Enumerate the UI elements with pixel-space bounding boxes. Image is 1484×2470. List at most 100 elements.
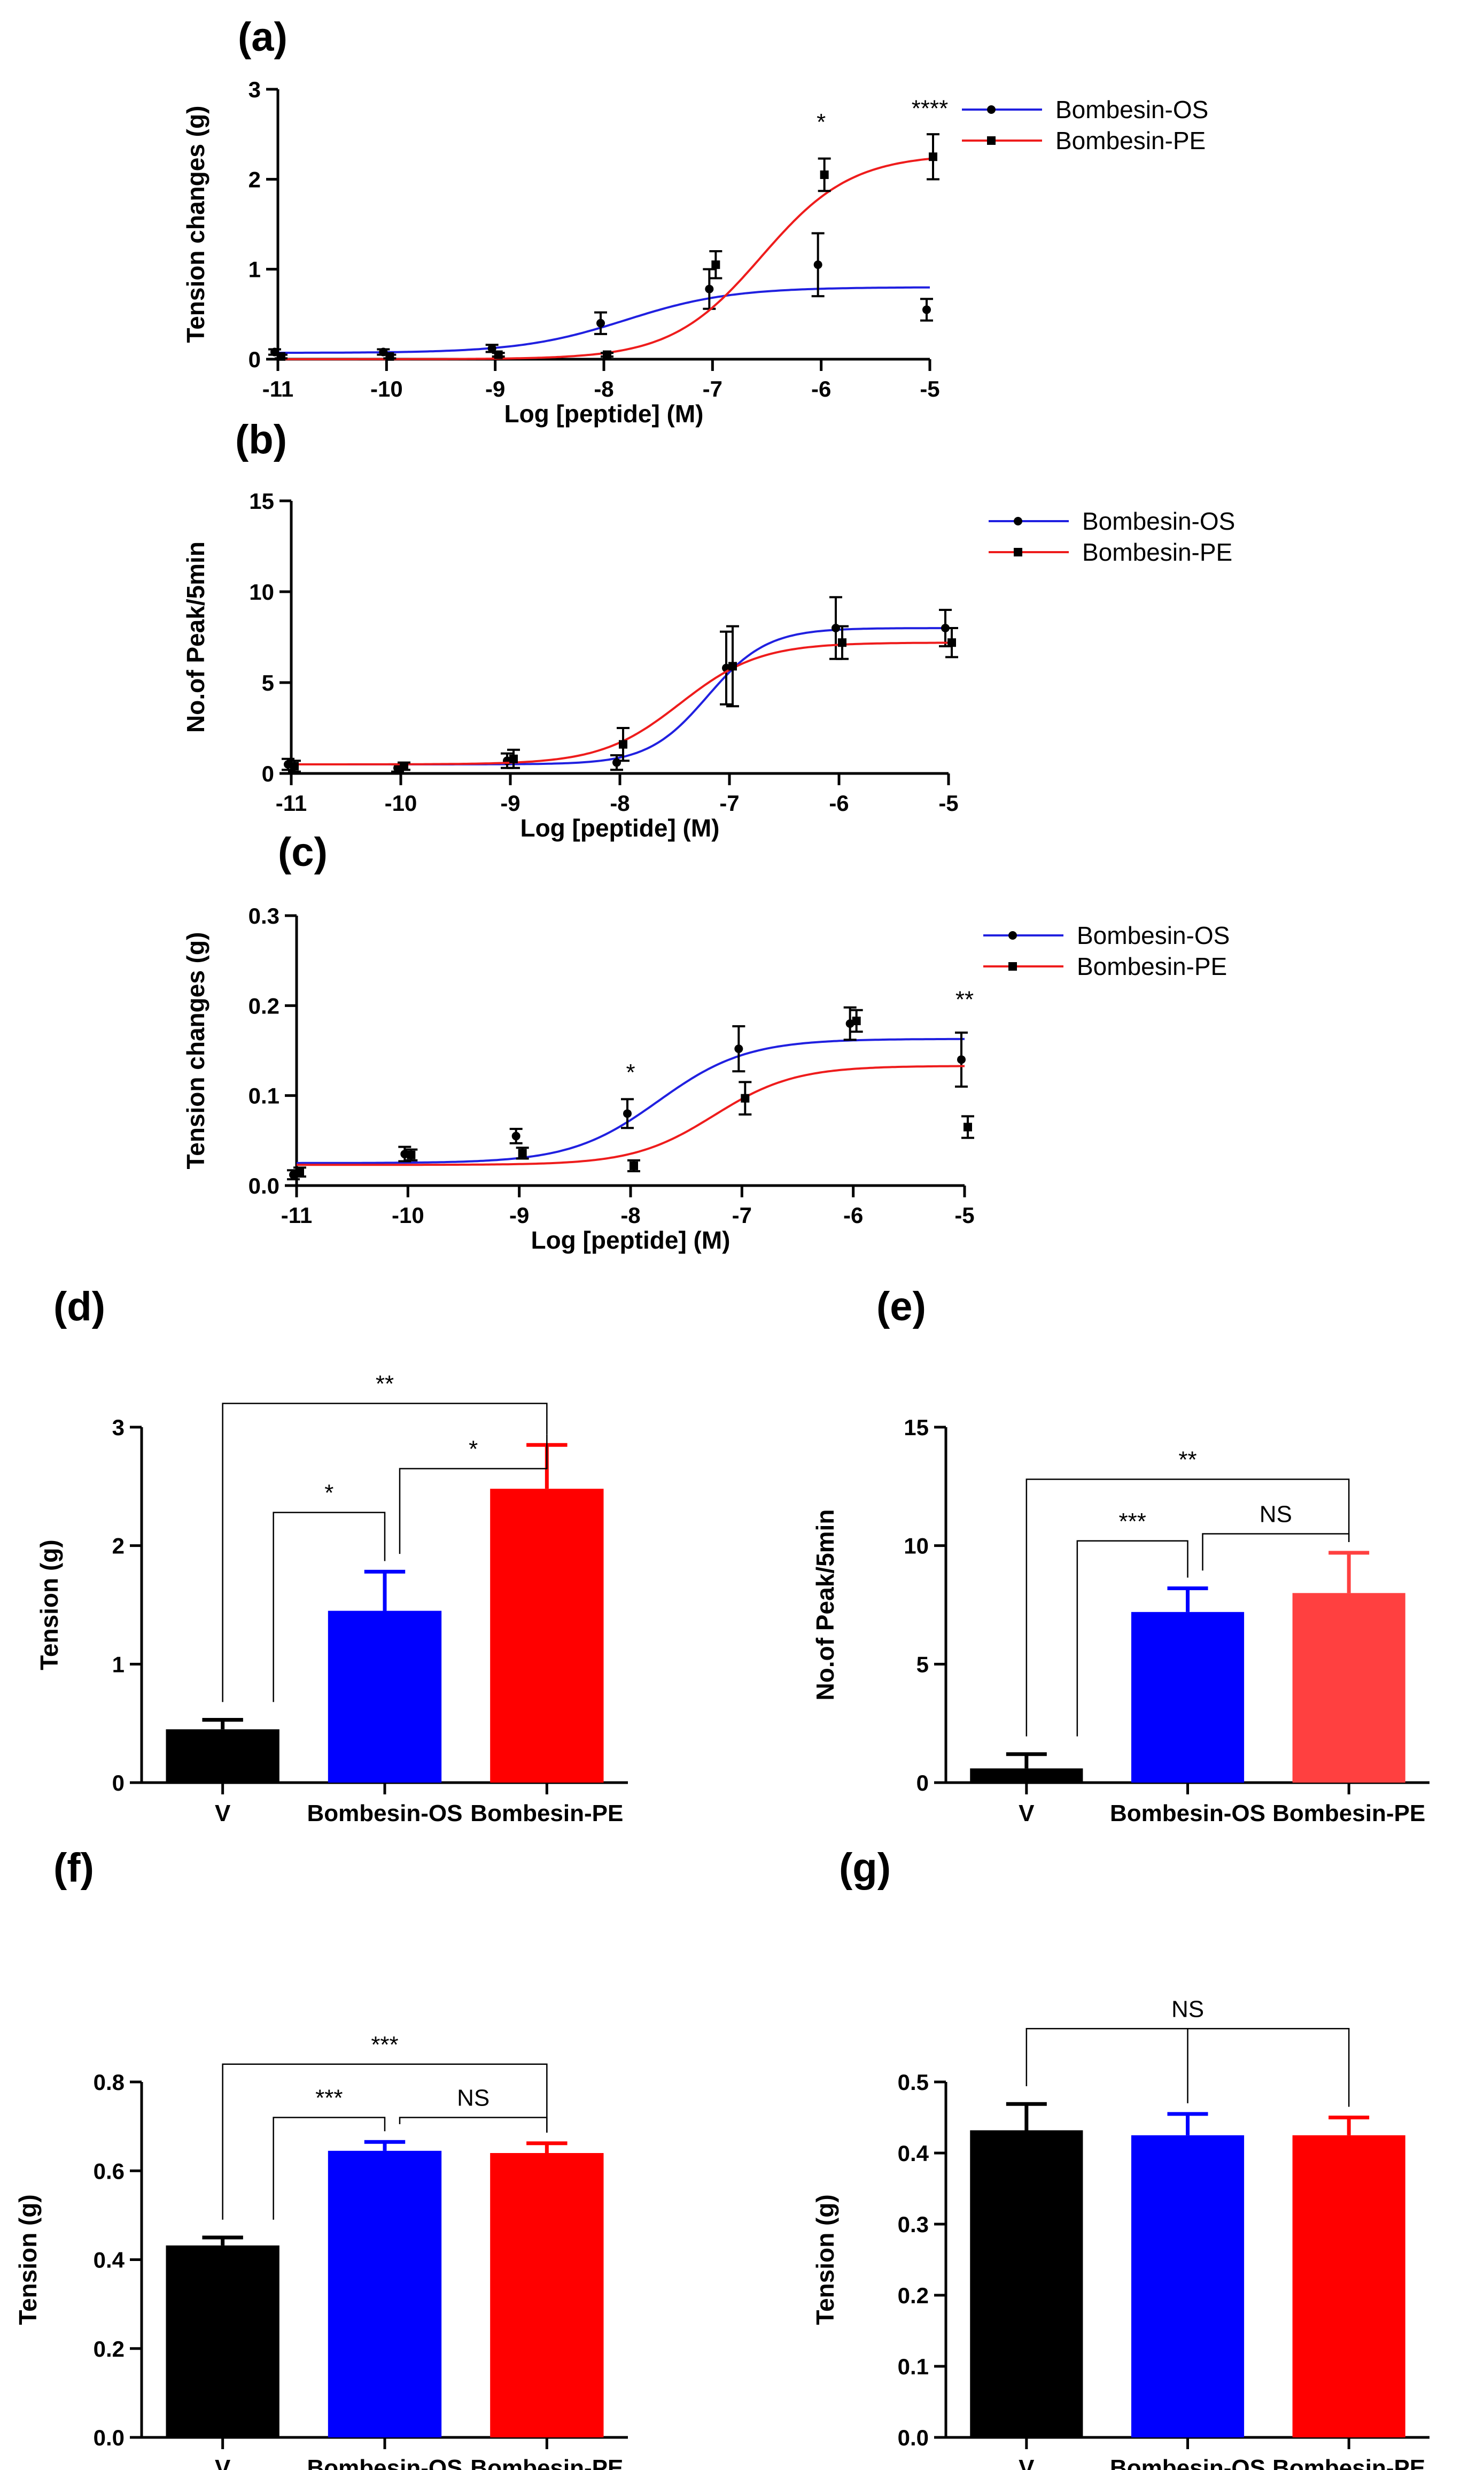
data-point-pe <box>296 1167 304 1176</box>
bar-Bombesin-PE <box>1292 2135 1405 2437</box>
legend-marker <box>987 105 996 114</box>
y-tick-label: 3 <box>112 1415 125 1440</box>
bar-Bombesin-OS <box>328 2150 442 2437</box>
data-point-os <box>813 260 822 269</box>
significance-bracket <box>1076 1540 1188 1737</box>
significance-label: *** <box>315 2085 343 2111</box>
panel-label: (c) <box>278 830 328 875</box>
panel-f: (f) 0.0 0.2 0.4 0.6 0.8 Tension (g) V Bombesin-O… <box>14 1845 628 2470</box>
panel-d: (d) 0 1 2 3 Tension (g) V Bombesin-OS Bombesin-P… <box>35 1284 628 1826</box>
data-point-os <box>612 758 621 767</box>
panel-label: (a) <box>238 14 288 60</box>
x-tick-label: -11 <box>281 1203 312 1228</box>
data-point-os <box>705 284 714 293</box>
x-tick-label: -5 <box>954 1203 974 1228</box>
significance-label: ** <box>376 1371 394 1397</box>
fit-curve-Bombesin-PE <box>278 158 930 360</box>
x-tick-label: Bombesin-OS <box>1110 2455 1265 2470</box>
x-tick-label: Bombesin-PE <box>1272 2455 1425 2470</box>
y-tick-label: 0.1 <box>898 2354 929 2379</box>
panel-a: (a) 0 1 2 3 Tension changes (g) -11 -10 -9 -8 -7 -6… <box>182 14 1208 428</box>
y-tick-label: 0.1 <box>248 1083 279 1109</box>
y-tick-label: 5 <box>262 670 274 695</box>
data-point-os <box>734 1044 743 1054</box>
y-tick-label: 0.0 <box>248 1173 279 1198</box>
data-point-os <box>957 1055 966 1064</box>
data-point-pe <box>711 260 720 269</box>
significance-label: **** <box>912 96 949 122</box>
y-tick-label: 0.0 <box>898 2425 929 2450</box>
x-tick-label: -5 <box>938 791 958 816</box>
panel-e: (e) 0 5 10 15 No.of Peak/5min V Bombesin-OS Bomb… <box>811 1284 1429 1826</box>
panel-label: (b) <box>235 417 287 462</box>
legend-label: Bombesin-PE <box>1082 538 1232 566</box>
x-tick-label: -10 <box>370 376 403 401</box>
data-point-pe <box>820 170 829 179</box>
x-tick-label: -10 <box>392 1203 424 1228</box>
legend-label: Bombesin-OS <box>1077 922 1230 949</box>
x-tick-label: Bombesin-PE <box>1272 1800 1425 1826</box>
panel-label: (d) <box>53 1284 105 1329</box>
y-axis-title: Tension changes (g) <box>182 932 209 1170</box>
x-tick-label: -6 <box>843 1203 863 1228</box>
panel-g: (g) 0.0 0.1 0.2 0.3 0.4 0.5 Tension (g) V Bombesi… <box>811 1845 1429 2470</box>
significance-label: NS <box>1260 1501 1292 1528</box>
y-tick-label: 0.3 <box>248 903 279 928</box>
y-axis-title: Tension (g) <box>35 1539 63 1670</box>
significance-label: * <box>324 1480 333 1506</box>
data-point-pe <box>838 638 846 647</box>
x-tick-label: Bombesin-OS <box>307 1800 463 1826</box>
bar-Bombesin-PE <box>1292 1593 1405 1783</box>
y-tick-label: 15 <box>249 489 274 514</box>
y-tick-label: 2 <box>248 167 261 192</box>
x-tick-label: V <box>1019 2455 1035 2470</box>
data-point-os <box>922 305 931 314</box>
y-axis-title: Tension (g) <box>14 2194 42 2325</box>
significance-bracket <box>1025 1478 1350 1737</box>
significance-bracket <box>1202 1533 1350 1571</box>
data-point-pe <box>509 754 518 763</box>
x-tick-label: Bombesin-PE <box>470 1800 623 1826</box>
x-tick-label: -8 <box>620 1203 640 1228</box>
y-tick-label: 0.0 <box>94 2425 125 2450</box>
bar-V <box>970 1768 1083 1783</box>
significance-label: * <box>626 1059 635 1086</box>
y-tick-label: 2 <box>112 1534 125 1559</box>
y-tick-label: 0.4 <box>94 2248 125 2273</box>
data-point-pe <box>852 1016 861 1025</box>
data-point-pe <box>400 762 408 771</box>
data-point-pe <box>290 762 299 771</box>
bar-V <box>166 2245 279 2437</box>
legend-marker <box>1008 931 1017 940</box>
y-tick-label: 1 <box>248 257 261 282</box>
data-point-os <box>832 624 840 632</box>
legend-label: Bombesin-PE <box>1077 953 1227 980</box>
significance-label: ** <box>955 987 974 1013</box>
x-tick-label: -9 <box>500 791 520 816</box>
y-tick-label: 0.2 <box>94 2336 125 2361</box>
y-tick-label: 0.4 <box>898 2141 929 2166</box>
data-point-pe <box>494 350 503 359</box>
legend-label: Bombesin-OS <box>1082 507 1235 535</box>
y-tick-label: 10 <box>249 579 274 605</box>
fit-curve-Bombesin-OS <box>277 286 930 354</box>
x-tick-label: -7 <box>732 1203 752 1228</box>
y-axis-title: Tension changes (g) <box>182 106 209 343</box>
significance-bracket <box>273 2117 386 2220</box>
x-tick-label: Bombesin-OS <box>1110 1800 1265 1826</box>
bar-Bombesin-OS <box>1131 2135 1245 2437</box>
y-axis-title: No.of Peak/5min <box>182 541 209 733</box>
data-point-pe <box>619 740 627 749</box>
x-tick-label: -8 <box>610 791 630 816</box>
y-tick-label: 15 <box>904 1415 929 1440</box>
y-tick-label: 1 <box>112 1652 125 1677</box>
bar-V <box>166 1729 279 1783</box>
y-tick-label: 0.2 <box>898 2283 929 2308</box>
data-point-pe <box>630 1161 638 1170</box>
data-point-pe <box>929 152 937 161</box>
x-tick-label: -8 <box>594 376 613 401</box>
y-axis-title: No.of Peak/5min <box>811 1509 839 1701</box>
x-tick-label: -11 <box>262 376 293 401</box>
data-point-pe <box>728 662 737 671</box>
fit-curve-Bombesin-PE <box>297 1065 965 1166</box>
